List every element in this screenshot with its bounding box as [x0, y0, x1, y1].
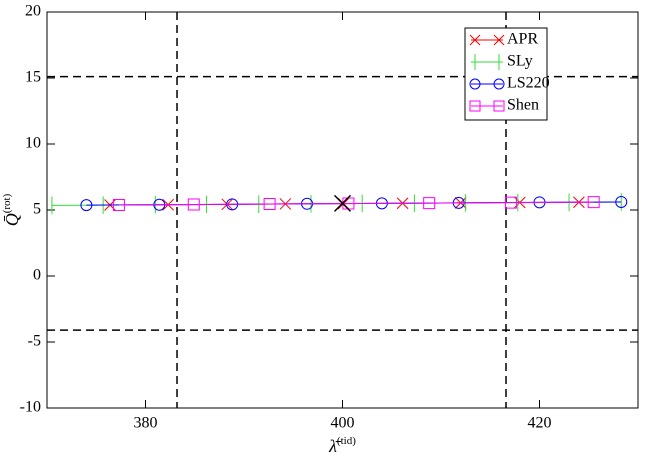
legend-label: LS220 — [507, 75, 550, 92]
data-point — [423, 197, 436, 210]
data-point — [187, 198, 200, 211]
legend-marker — [469, 100, 481, 112]
data-point — [80, 199, 93, 212]
legend-marker — [469, 34, 481, 46]
legend-marker — [493, 34, 505, 46]
highlight-point — [333, 194, 352, 212]
legend-label: APR — [507, 31, 538, 48]
y-tick-label: -5 — [28, 333, 41, 350]
y-axis-label-sup: (rot) — [1, 193, 13, 213]
y-tick-label: 10 — [25, 135, 41, 152]
legend-marker — [493, 100, 505, 112]
y-tick-label: -10 — [20, 399, 41, 416]
y-tick-label: 5 — [33, 201, 41, 218]
series-line — [118, 201, 594, 206]
y-tick-label: 0 — [33, 267, 41, 284]
legend-marker — [469, 78, 481, 90]
x-tick-label: 420 — [528, 415, 552, 432]
legend-label: Shen — [507, 97, 539, 114]
x-tick-label: 400 — [331, 415, 355, 432]
x-axis-label-sup: (tid) — [337, 435, 356, 447]
legend-label: SLy — [507, 53, 533, 70]
data-point — [342, 197, 355, 210]
plot-frame — [46, 11, 639, 409]
y-tick-label: 15 — [25, 69, 41, 86]
data-point — [263, 198, 276, 211]
data-point — [112, 198, 125, 211]
x-tick-label: 380 — [134, 415, 158, 432]
data-point — [587, 196, 600, 209]
data-point — [615, 196, 628, 208]
y-axis-label: Q̄(rot) — [1, 193, 23, 226]
y-tick-label: 20 — [25, 3, 41, 20]
x-axis-label: λ̄(tid) — [328, 435, 356, 457]
legend-marker — [493, 78, 505, 90]
y-axis-label-main: Q̄ — [2, 213, 22, 226]
data-point — [504, 196, 517, 209]
